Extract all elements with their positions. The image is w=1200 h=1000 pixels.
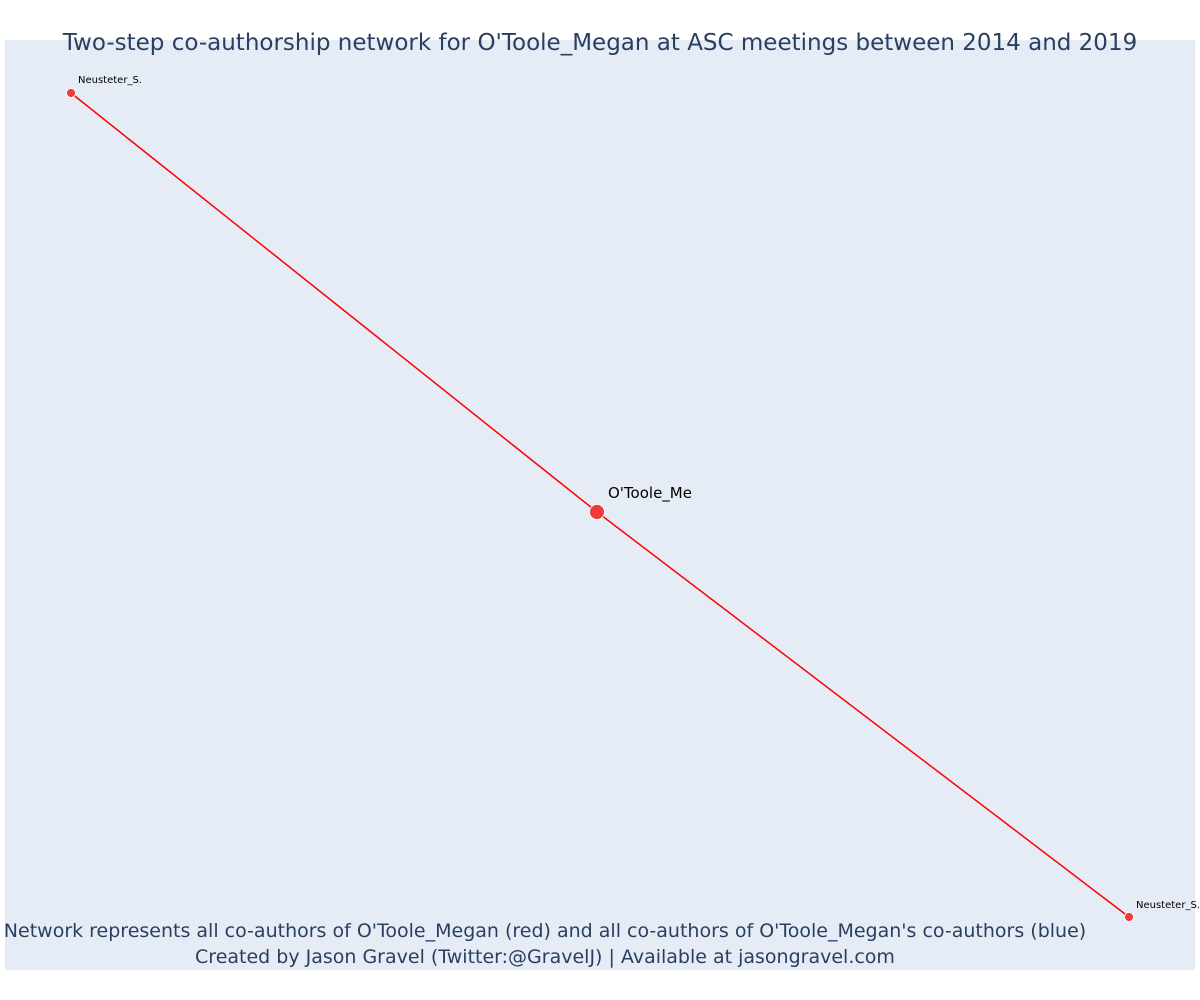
caption-line-2: Created by Jason Gravel (Twitter:@Gravel…	[195, 946, 895, 968]
node-neusteter-a[interactable]	[66, 88, 76, 98]
node-label-neusteter-b: Neusteter_S.	[1136, 900, 1200, 911]
node-neusteter-b[interactable]	[1124, 912, 1134, 922]
node-label-neusteter-a: Neusteter_S.	[78, 75, 142, 86]
caption: Network represents all co-authors of O'T…	[0, 918, 1090, 970]
edge-neusteter-a-otoole	[70, 92, 598, 513]
node-label-otoole: O'Toole_Me	[608, 484, 692, 503]
caption-line-1: Network represents all co-authors of O'T…	[3, 920, 1087, 942]
node-otoole[interactable]	[589, 504, 605, 520]
chart-title: Two-step co-authorship network for O'Too…	[62, 30, 1138, 56]
edge-otoole-neusteter-b	[596, 511, 1130, 918]
